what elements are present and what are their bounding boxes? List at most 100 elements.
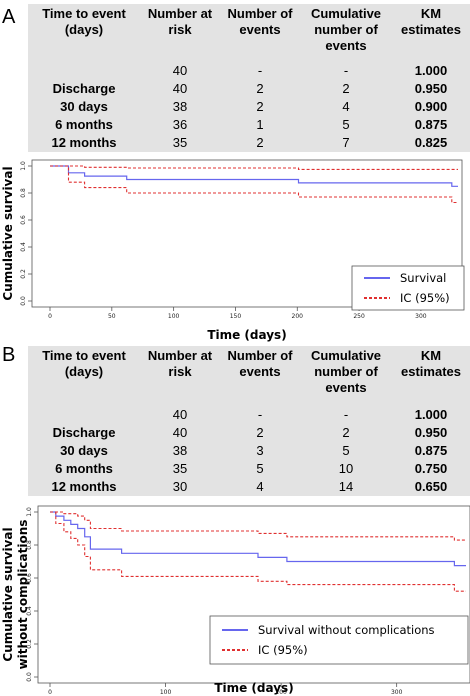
x-axis-label: Time (days) (207, 328, 286, 342)
x-tick-label: 50 (108, 313, 116, 320)
table-row: 6 months 35 5 10 0.750 (28, 460, 470, 478)
row-label: 12 months (51, 135, 117, 150)
row-label: 12 months (51, 479, 117, 494)
x-tick-label: 300 (415, 313, 427, 320)
km-chart-b: 0 100 200 300 0.0 0.2 0.4 0.6 0.8 1.0 Time (days) C… (1, 505, 470, 696)
cell-km: 0.650 (414, 479, 448, 494)
confidence-line (50, 165, 458, 170)
cell-km: 0.750 (414, 461, 448, 476)
x-tick-label: 200 (292, 313, 304, 320)
row-label (28, 62, 140, 80)
legend-label: Survival (400, 271, 446, 285)
legend-box (209, 615, 469, 665)
panel-letter-a: A (2, 6, 16, 28)
x-tick-label: 300 (391, 689, 403, 696)
y-tick-label: 0.6 (20, 215, 27, 225)
cell-at-risk: 38 (172, 443, 188, 458)
x-tick-label: 150 (230, 313, 242, 320)
y-axis-label: Cumulative survival (1, 166, 15, 300)
row-label: 30 days (60, 443, 108, 458)
cell-km: 1.000 (414, 407, 448, 422)
table-row: Discharge 40 2 2 0.950 (28, 80, 470, 98)
table-row: 12 months 30 4 14 0.650 (28, 478, 470, 496)
cell-cumulative: 2 (342, 81, 350, 96)
cell-cumulative: 4 (342, 99, 350, 114)
x-tick-label: 250 (353, 313, 365, 320)
header-time-to-event: Time to event (days) (42, 6, 126, 37)
x-tick-label: 0 (48, 313, 52, 320)
cell-km: 0.950 (414, 425, 448, 440)
cell-events: 3 (256, 443, 264, 458)
x-tick-label: 200 (275, 689, 287, 696)
table-row: 6 months 36 1 5 0.875 (28, 116, 470, 134)
cell-cumulative: 2 (342, 425, 350, 440)
y-tick-label: 0.4 (26, 606, 33, 616)
cell-events: - (257, 63, 263, 78)
row-label: 6 months (55, 117, 113, 132)
x-tick-label: 100 (160, 689, 172, 696)
header-cumulative-events: Cumulative number of events (310, 348, 382, 395)
cell-km: 0.875 (414, 117, 448, 132)
row-label: 30 days (60, 99, 108, 114)
cell-cumulative: 14 (338, 479, 354, 494)
y-tick-label: 1.0 (26, 507, 33, 517)
cell-at-risk: 40 (172, 63, 188, 78)
cell-cumulative: 7 (342, 135, 350, 150)
km-chart-a: 0 50 100 150 200 250 300 0.0 0.2 0.4 0.6 0.8 1.0 Time… (1, 159, 465, 342)
header-cumulative-events: Cumulative number of events (310, 6, 382, 53)
cell-events: - (257, 407, 263, 422)
cell-cumulative: 5 (342, 443, 350, 458)
plot-frame (37, 505, 470, 684)
cell-km: 0.900 (414, 99, 448, 114)
row-label: 6 months (55, 461, 113, 476)
cell-at-risk: 40 (172, 81, 188, 96)
cell-at-risk: 40 (172, 407, 188, 422)
survival-line (50, 165, 458, 187)
row-label: Discharge (52, 81, 116, 96)
header-km-estimates: KM estimates (401, 348, 461, 379)
cell-cumulative: - (343, 63, 349, 78)
table-row: 12 months 35 2 7 0.825 (28, 134, 470, 152)
km-table-a: Time to event (days) Number at risk Numb… (28, 4, 470, 152)
header-number-at-risk: Number at risk (147, 6, 213, 37)
y-axis-label: without complications (16, 520, 30, 670)
cell-at-risk: 30 (172, 479, 188, 494)
y-tick-label: 0.6 (26, 573, 33, 583)
plot-frame (31, 159, 463, 308)
row-label: Discharge (52, 425, 116, 440)
legend-label: IC (95%) (400, 291, 450, 305)
confidence-line (50, 165, 458, 204)
cell-events: 2 (256, 425, 264, 440)
cell-events: 2 (256, 99, 264, 114)
cell-km: 0.875 (414, 443, 448, 458)
cell-at-risk: 40 (172, 425, 188, 440)
cell-km: 1.000 (414, 63, 448, 78)
y-tick-label: 0.2 (20, 269, 27, 279)
x-axis-label: Time (days) (214, 681, 293, 695)
table-row: 30 days 38 3 5 0.875 (28, 442, 470, 460)
table-row: 40 - - 1.000 (28, 62, 470, 80)
header-time-to-event: Time to event (days) (42, 348, 126, 379)
cell-at-risk: 38 (172, 99, 188, 114)
table-row: 30 days 38 2 4 0.900 (28, 98, 470, 116)
header-km-estimates: KM estimates (401, 6, 461, 37)
y-tick-label: 1.0 (20, 161, 27, 171)
header-number-at-risk: Number at risk (147, 348, 213, 379)
y-axis-label: Cumulative survival (1, 527, 15, 661)
y-tick-label: 0.4 (20, 242, 27, 252)
x-tick-label: 100 (168, 313, 180, 320)
legend-label: Survival without complications (258, 623, 435, 637)
x-tick-label: 0 (48, 689, 52, 696)
legend-box (351, 265, 465, 311)
cell-events: 1 (256, 117, 264, 132)
header-number-of-events: Number of events (227, 6, 293, 37)
y-tick-label: 0.8 (20, 188, 27, 198)
cell-events: 2 (256, 81, 264, 96)
cell-cumulative: 5 (342, 117, 350, 132)
cell-events: 4 (256, 479, 264, 494)
cell-km: 0.825 (414, 135, 448, 150)
km-table-b: Time to event (days) Number at risk Numb… (28, 346, 470, 496)
y-tick-label: 0.8 (26, 540, 33, 550)
confidence-line (50, 511, 466, 592)
table-row: Discharge 40 2 2 0.950 (28, 424, 470, 442)
